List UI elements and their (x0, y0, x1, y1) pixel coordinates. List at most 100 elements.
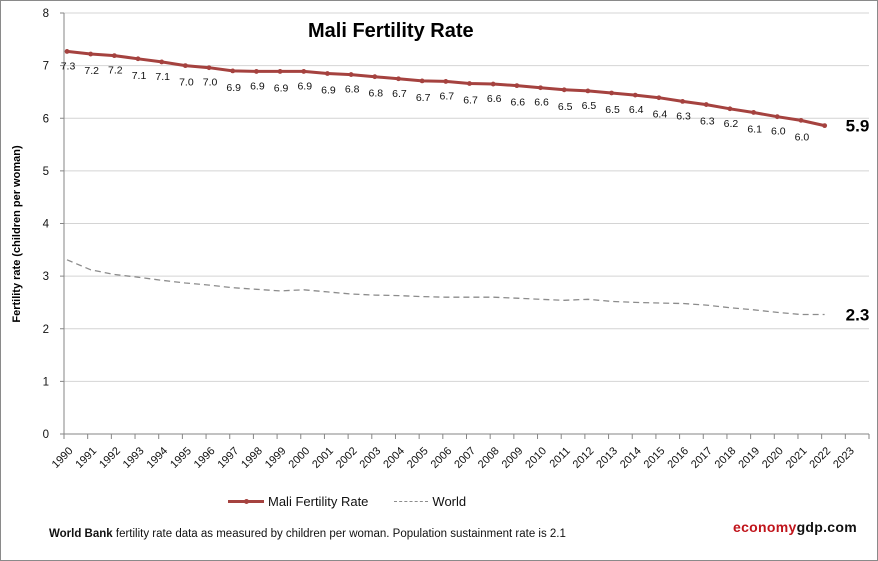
data-point-mali (443, 79, 449, 84)
x-tick-label: 2003 (358, 445, 384, 471)
brand-part1: economy (733, 519, 797, 535)
data-point-mali (822, 123, 828, 129)
data-label-mali: 6.7 (440, 90, 455, 102)
x-tick-label: 2009 (500, 445, 526, 471)
data-point-mali (680, 99, 685, 104)
data-label-mali: 7.2 (84, 65, 99, 77)
legend-swatch-world (394, 501, 429, 502)
x-tick-label: 1991 (73, 445, 99, 471)
data-label-mali: 6.6 (534, 97, 549, 109)
data-label-mali: 6.8 (345, 84, 360, 96)
data-point-mali (727, 106, 733, 112)
x-tick-label: 2005 (405, 445, 431, 471)
data-point-mali (88, 51, 94, 57)
x-tick-label: 2010 (523, 445, 549, 471)
x-tick-label: 1996 (192, 445, 218, 471)
x-tick-label: 1997 (216, 445, 242, 471)
data-label-mali: 7.0 (203, 77, 218, 89)
data-point-mali (490, 81, 496, 87)
data-point-mali (514, 83, 520, 89)
data-label-mali: 6.9 (226, 82, 241, 94)
data-label-mali: 6.0 (771, 126, 786, 138)
data-label-mali: 6.6 (511, 97, 526, 109)
data-label-mali: 6.6 (487, 93, 502, 105)
data-label-mali: 7.3 (61, 60, 76, 72)
y-tick-label: 7 (43, 61, 49, 73)
x-tick-label: 1993 (121, 445, 147, 471)
legend-item-mali[interactable]: Mali Fertility Rate (228, 494, 368, 509)
x-tick-label: 1992 (97, 445, 123, 471)
data-label-mali: 6.7 (416, 92, 431, 104)
x-tick-label: 2021 (784, 445, 810, 471)
data-label-mali: 6.3 (676, 110, 691, 122)
data-point-mali (301, 69, 307, 74)
data-label-mali: 6.5 (605, 104, 620, 116)
y-tick-label: 4 (43, 219, 50, 231)
legend-label-mali: Mali Fertility Rate (268, 494, 369, 509)
end-label-mali: 5.9 (846, 117, 870, 136)
data-point-mali (538, 85, 543, 91)
y-tick-label: 1 (43, 376, 49, 388)
data-point-mali (774, 114, 780, 120)
data-label-mali: 6.7 (463, 95, 478, 107)
x-tick-label: 2013 (594, 445, 620, 471)
data-point-mali (277, 69, 283, 74)
data-point-mali (585, 88, 591, 94)
data-label-mali: 7.0 (179, 77, 194, 89)
data-point-mali (64, 49, 70, 54)
data-point-mali (419, 78, 425, 84)
x-tick-label: 1994 (144, 445, 170, 471)
y-tick-label: 2 (43, 324, 49, 336)
data-label-mali: 6.9 (297, 80, 312, 92)
x-tick-label: 2008 (476, 445, 502, 471)
x-tick-label: 2023 (831, 445, 857, 471)
y-tick-label: 0 (43, 429, 49, 441)
data-label-mali: 7.2 (108, 65, 123, 77)
data-point-mali (751, 110, 757, 115)
data-label-mali: 6.8 (368, 88, 383, 100)
data-label-mali: 6.9 (321, 85, 336, 97)
x-tick-label: 1998 (239, 445, 265, 471)
x-tick-label: 2015 (642, 445, 668, 471)
data-label-mali: 6.0 (795, 131, 810, 143)
data-point-mali (656, 95, 662, 101)
data-point-mali (135, 56, 141, 62)
y-axis-label: Fertility rate (children per woman) (11, 145, 23, 323)
data-point-mali (703, 102, 709, 107)
brand-logo[interactable]: economygdp.com (733, 519, 857, 535)
x-tick-label: 2016 (665, 445, 691, 471)
data-point-mali (230, 68, 236, 74)
data-label-mali: 6.3 (700, 116, 715, 128)
data-point-mali (798, 117, 804, 123)
data-point-mali (254, 69, 259, 74)
x-tick-label: 2000 (287, 445, 313, 471)
x-tick-label: 2004 (381, 445, 407, 471)
x-tick-label: 2001 (310, 445, 336, 471)
end-label-world: 2.3 (846, 306, 870, 325)
data-labels: 7.3 7.2 7.2 7.1 7.1 7.0 7.0 6.9 6.9 6.9 6.9 6.9 6.8 6… (61, 60, 870, 324)
data-label-mali: 7.1 (132, 70, 147, 82)
series (64, 49, 828, 316)
data-point-mali (561, 87, 567, 93)
x-tick-label: 2022 (807, 445, 833, 471)
x-tick-label: 2007 (452, 445, 478, 471)
data-label-mali: 6.4 (629, 104, 644, 116)
y-tick-label: 8 (43, 8, 49, 20)
legend-label-world: World (432, 494, 467, 509)
x-tick-label: 1995 (168, 445, 194, 471)
chart-title: Mali Fertility Rate (308, 20, 474, 42)
data-label-mali: 6.9 (274, 82, 289, 94)
x-tick-label: 2011 (548, 445, 573, 470)
x-tick-label: 2018 (713, 445, 739, 471)
data-label-mali: 6.1 (747, 123, 762, 135)
legend-item-world[interactable]: World (394, 494, 466, 509)
legend: Mali Fertility Rate World (228, 494, 492, 509)
data-point-mali (348, 72, 354, 77)
data-label-mali: 6.5 (582, 100, 597, 112)
data-label-mali: 6.7 (392, 88, 407, 100)
x-tick-label: 2020 (760, 445, 786, 471)
data-point-mali (206, 65, 212, 71)
x-tick-label: 2006 (429, 445, 455, 471)
data-point-mali (632, 92, 638, 98)
